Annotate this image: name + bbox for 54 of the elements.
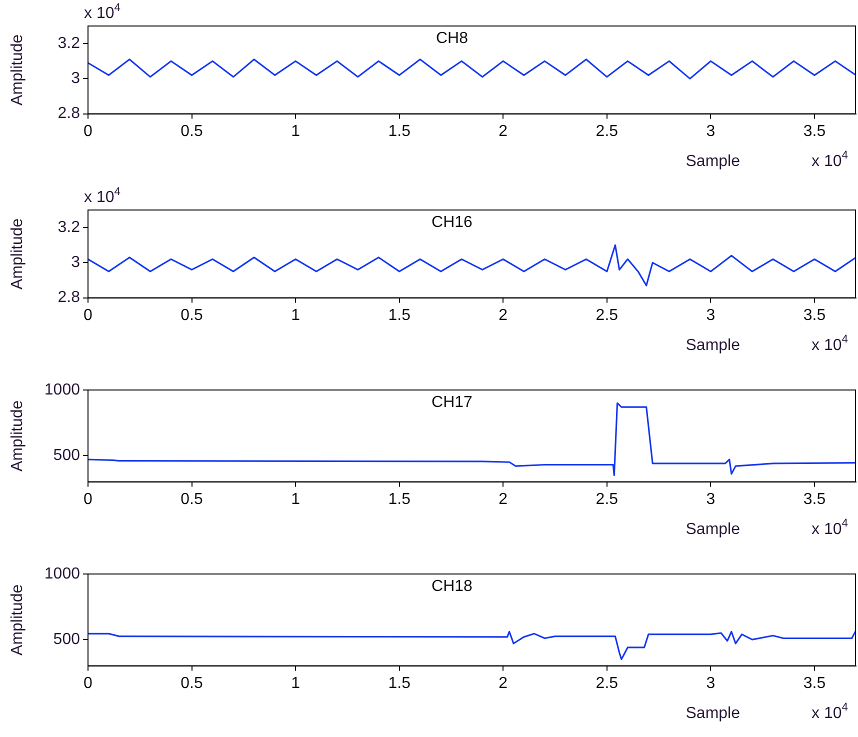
x-tick-label: 0.5 [180,674,204,692]
chart-title: CH16 [432,214,473,231]
y-tick-label: 3.2 [58,218,80,236]
x-tick-label: 2.5 [596,674,618,692]
x-tick-label: 3 [706,490,716,508]
x-tick-label: 0 [84,122,93,140]
y-tick-label: 3.2 [58,34,80,52]
x-tick-label: 2 [498,674,508,692]
x-tick-label: 2 [498,306,508,324]
x-tick-label: 0 [84,674,93,692]
x-tick-label: 3.5 [803,122,826,140]
x-tick-label: 0 [84,490,93,508]
y-tick-label: 500 [53,630,80,648]
x-axis-title: Sample [686,336,740,354]
x-tick-label: 2.5 [596,490,618,508]
y-tick-label: 1000 [44,565,80,582]
x-tick-label: 3 [706,306,716,324]
y-axis-title: Amplitude [9,400,26,472]
x-tick-label: 0.5 [180,306,204,324]
x-tick-label: 0.5 [180,490,204,508]
x-tick-label: 1 [291,490,300,508]
x-tick-label: 1.5 [388,122,411,140]
x-tick-label: 1 [291,306,300,324]
x-tick-label: 1 [291,122,300,140]
x-axis-title: Sample [686,520,740,538]
x-tick-label: 3.5 [803,674,826,692]
x-tick-label: 2.5 [596,306,618,324]
y-tick-label: 500 [53,446,80,464]
y-tick-label: 2.8 [58,105,80,122]
y-axis-title: Amplitude [9,218,26,290]
y-tick-label: 3 [71,254,80,272]
x-tick-label: 2.5 [596,122,618,140]
x-tick-label: 3 [706,674,716,692]
x-axis-title: Sample [686,704,740,722]
x-tick-label: 3.5 [803,306,826,324]
x-tick-label: 3.5 [803,490,826,508]
y-tick-label: 3 [71,70,80,88]
y-axis-title: Amplitude [9,34,26,106]
chart-title: CH18 [432,578,473,595]
x-tick-label: 1 [291,674,300,692]
x-axis-title: Sample [686,152,740,170]
x-tick-label: 2 [498,122,508,140]
y-tick-label: 2.8 [58,289,80,306]
x-tick-label: 0 [84,306,93,324]
x-tick-label: 2 [498,490,508,508]
x-tick-label: 0.5 [180,122,204,140]
x-tick-label: 1.5 [388,306,411,324]
chart-title: CH17 [432,394,473,411]
y-axis-title: Amplitude [9,584,26,656]
x-tick-label: 1.5 [388,674,411,692]
x-tick-label: 3 [706,122,716,140]
x-tick-label: 1.5 [388,490,411,508]
y-tick-label: 1000 [44,381,80,398]
chart-title: CH8 [436,30,468,47]
